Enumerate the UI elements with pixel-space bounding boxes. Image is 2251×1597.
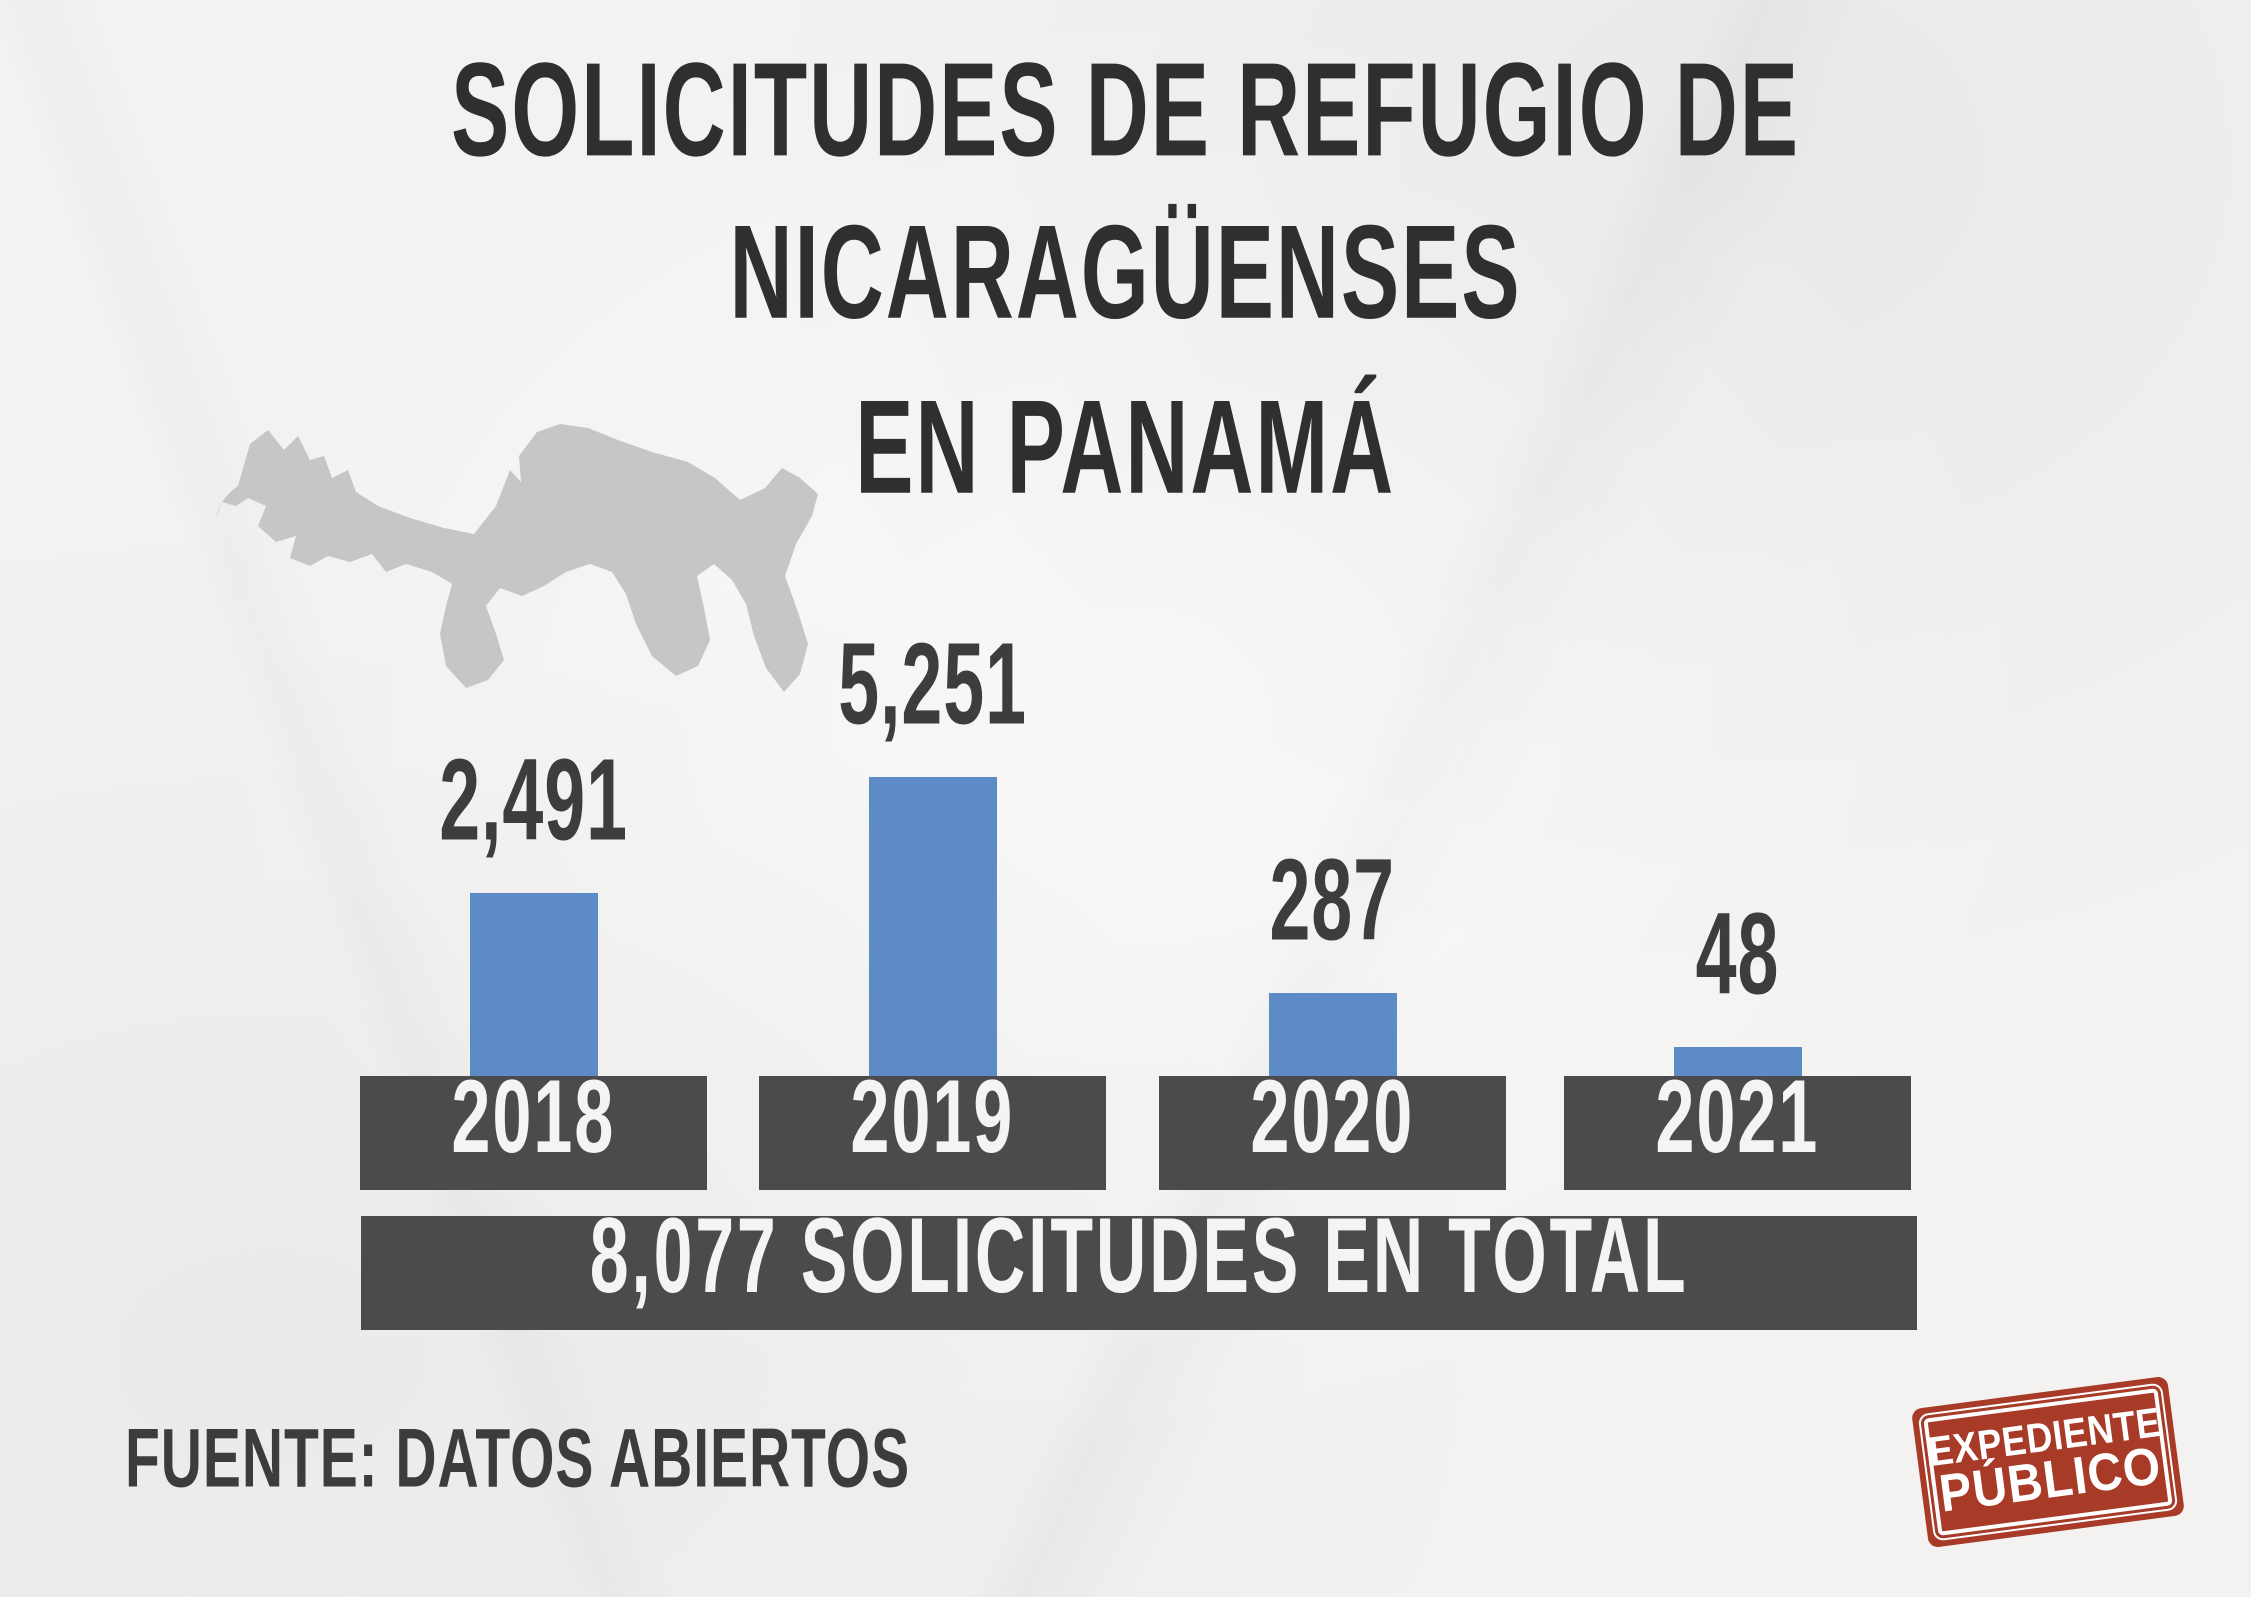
value-label-2021: 48 — [1695, 889, 1780, 1019]
source-text: FUENTE: DATOS ABIERTOS — [125, 1412, 911, 1506]
year-label-box-2021: 2021 — [1564, 1058, 1911, 1190]
chart-column-2020: 287 2020 — [1159, 620, 1506, 1190]
value-label-2020: 287 — [1269, 835, 1396, 965]
year-label-box-2020: 2020 — [1159, 1058, 1506, 1190]
panama-map-icon — [216, 424, 818, 692]
title-line-1: SOLICITUDES DE REFUGIO DE NICARAGÜENSES — [451, 36, 1800, 347]
bar-2020 — [1268, 993, 1397, 1076]
value-label-2019: 5,251 — [838, 619, 1027, 749]
stamp-border: EXPEDIENTE PÚBLICO — [1918, 1381, 2178, 1543]
year-label-2020: 2020 — [1250, 1057, 1415, 1175]
year-label-box-2018: 2018 — [360, 1058, 707, 1190]
page-title: SOLICITUDES DE REFUGIO DE NICARAGÜENSES … — [0, 36, 2251, 556]
year-label-box-2019: 2019 — [759, 1058, 1106, 1190]
chart-column-2018: 2,491 2018 — [360, 620, 707, 1190]
year-label-2019: 2019 — [850, 1057, 1015, 1175]
title-line-2: EN PANAMÁ — [855, 373, 1396, 522]
total-summary-bar: 8,077 SOLICITUDES EN TOTAL — [361, 1196, 1917, 1330]
chart-column-2021: 48 2021 — [1564, 620, 1911, 1190]
bar-2019 — [868, 777, 997, 1076]
bar-2021 — [1673, 1047, 1802, 1076]
total-label: 8,077 SOLICITUDES EN TOTAL — [589, 1196, 1689, 1316]
panama-map-shape — [216, 424, 818, 692]
bar-2018 — [469, 893, 598, 1076]
year-label-2021: 2021 — [1655, 1057, 1820, 1175]
value-label-2018: 2,491 — [439, 735, 628, 865]
year-label-2018: 2018 — [451, 1057, 616, 1175]
chart-column-2019: 5,251 2019 — [759, 619, 1106, 1190]
source-attribution: FUENTE: DATOS ABIERTOS — [125, 1414, 978, 1504]
